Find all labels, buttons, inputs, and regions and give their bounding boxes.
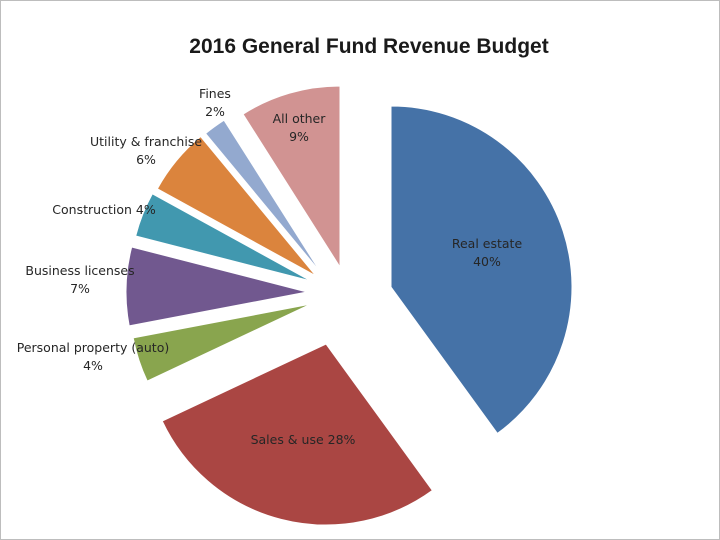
slice-label-all-other: All other	[273, 111, 327, 126]
slice-label-fines-percent: 2%	[205, 104, 225, 119]
pie-slice-construction	[135, 193, 312, 282]
pie-slice-all-other	[242, 85, 341, 269]
slice-label-real-estate-percent: 40%	[473, 254, 501, 269]
pie-slice-sales-use	[161, 343, 434, 526]
slice-label-fines: Fines	[199, 86, 231, 101]
slice-label-business-licenses-percent: 7%	[70, 281, 90, 296]
chart-title: 2016 General Fund Revenue Budget	[189, 35, 548, 58]
slice-label-sales-use: Sales & use 28%	[251, 432, 356, 447]
slice-labels: Real estate 40% Sales & use 28% Personal pr…	[17, 86, 523, 447]
pie-slice-personal-property-auto	[132, 303, 312, 382]
pie-slice-business-licenses	[125, 246, 308, 327]
slice-label-real-estate: Real estate	[452, 236, 523, 251]
pie-slice-real-estate	[390, 105, 573, 435]
pie-slices	[125, 85, 573, 526]
slice-label-utility-franchise-percent: 6%	[136, 152, 156, 167]
pie-slice-fines	[204, 119, 322, 274]
pie-slice-utility-franchise	[156, 135, 317, 277]
slice-label-personal-property-auto: Personal property (auto)	[17, 340, 169, 355]
slice-label-business-licenses: Business licenses	[25, 263, 134, 278]
slice-label-utility-franchise: Utility & franchise	[90, 134, 202, 149]
slice-label-all-other-percent: 9%	[289, 129, 309, 144]
slice-label-personal-property-auto-percent: 4%	[83, 358, 103, 373]
slice-label-construction: Construction 4%	[52, 202, 156, 217]
